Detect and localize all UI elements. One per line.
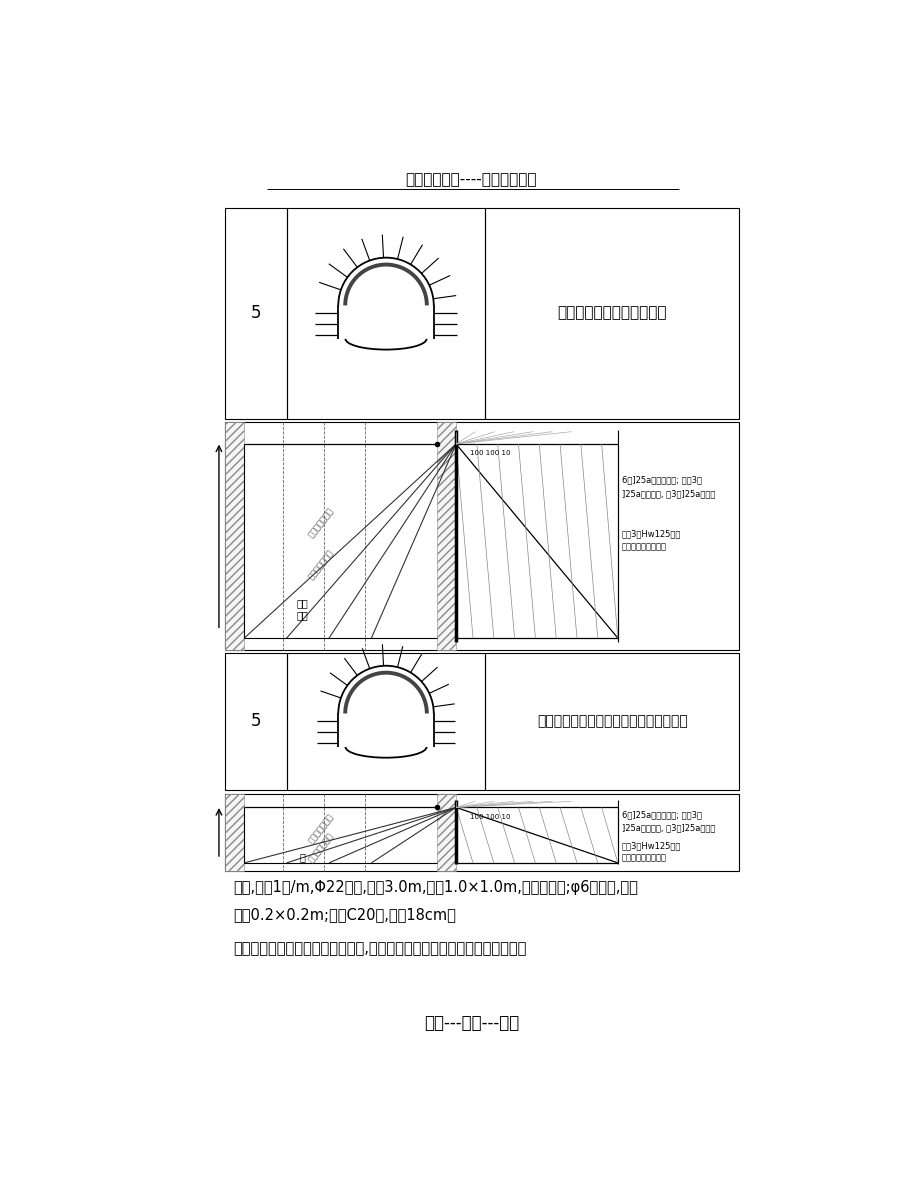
Text: 斜井向正洞方向: 斜井向正洞方向 — [307, 811, 335, 844]
Text: ]25a型钢钢架, 及3片]25a支撑架: ]25a型钢钢架, 及3片]25a支撑架 — [621, 823, 714, 833]
Bar — [225, 423, 739, 649]
Text: 6根]25a型钢支撑井; 斜井3榀: 6根]25a型钢支撑井; 斜井3榀 — [621, 475, 701, 485]
Bar — [437, 423, 456, 649]
Text: 100 100 10: 100 100 10 — [470, 450, 510, 456]
Text: 精选优质文档----倾情为你奉上: 精选优质文档----倾情为你奉上 — [405, 173, 537, 187]
Text: 斜井3榀Hw125型钢: 斜井3榀Hw125型钢 — [621, 530, 680, 538]
Text: 斜井向斜井方向: 斜井向斜井方向 — [307, 831, 335, 863]
Text: 支护施工中要严格按施工指南操作,保证锁脚锚杆和纵向连接筋的施工质量。: 支护施工中要严格按施工指南操作,保证锁脚锚杆和纵向连接筋的施工质量。 — [233, 942, 526, 956]
Text: 钢架，偏高法线架立: 钢架，偏高法线架立 — [621, 854, 666, 862]
Text: 100 100 10: 100 100 10 — [470, 813, 510, 819]
Bar — [225, 654, 287, 790]
Text: 斜井向斜井方向: 斜井向斜井方向 — [307, 548, 335, 581]
Text: 斜井3榀Hw125型钢: 斜井3榀Hw125型钢 — [621, 841, 680, 850]
Bar — [225, 423, 244, 649]
Bar — [225, 793, 739, 871]
Bar — [225, 793, 244, 871]
Text: 斜井向正洞方向: 斜井向正洞方向 — [307, 506, 335, 540]
Text: 钢架，偏高法线架立: 钢架，偏高法线架立 — [621, 543, 666, 551]
Bar — [287, 654, 485, 790]
Text: 中线: 中线 — [296, 610, 308, 621]
Text: 5: 5 — [250, 304, 261, 322]
Bar — [485, 654, 739, 790]
Text: 间距0.2×0.2m;喷射C20砼,厚度18cm。: 间距0.2×0.2m;喷射C20砼,厚度18cm。 — [233, 908, 455, 922]
Text: ]25a型钢钢架, 及3片]25a支撑架: ]25a型钢钢架, 及3片]25a支撑架 — [621, 490, 714, 499]
Text: 6根]25a型钢支撑井; 斜井3榀: 6根]25a型钢支撑井; 斜井3榀 — [621, 811, 701, 819]
Text: 隧道: 隧道 — [296, 598, 308, 609]
Text: 按照弧型导坑预留核心土法进行正洞施工: 按照弧型导坑预留核心土法进行正洞施工 — [537, 715, 687, 728]
Bar — [437, 793, 456, 871]
Text: 5: 5 — [250, 712, 261, 730]
Text: 专心---专注---专业: 专心---专注---专业 — [424, 1014, 518, 1033]
Text: 按照弧型导坑预留核心土法: 按照弧型导坑预留核心土法 — [557, 306, 666, 320]
Bar — [287, 208, 485, 418]
Bar — [485, 208, 739, 418]
Text: 隧: 隧 — [299, 853, 305, 862]
Text: 钢架,间距1榀/m,Φ22锚杆,长度3.0m,间距1.0×1.0m,梅花型布置;φ6钢筋网,网格: 钢架,间距1榀/m,Φ22锚杆,长度3.0m,间距1.0×1.0m,梅花型布置;… — [233, 880, 637, 894]
Bar — [225, 208, 287, 418]
